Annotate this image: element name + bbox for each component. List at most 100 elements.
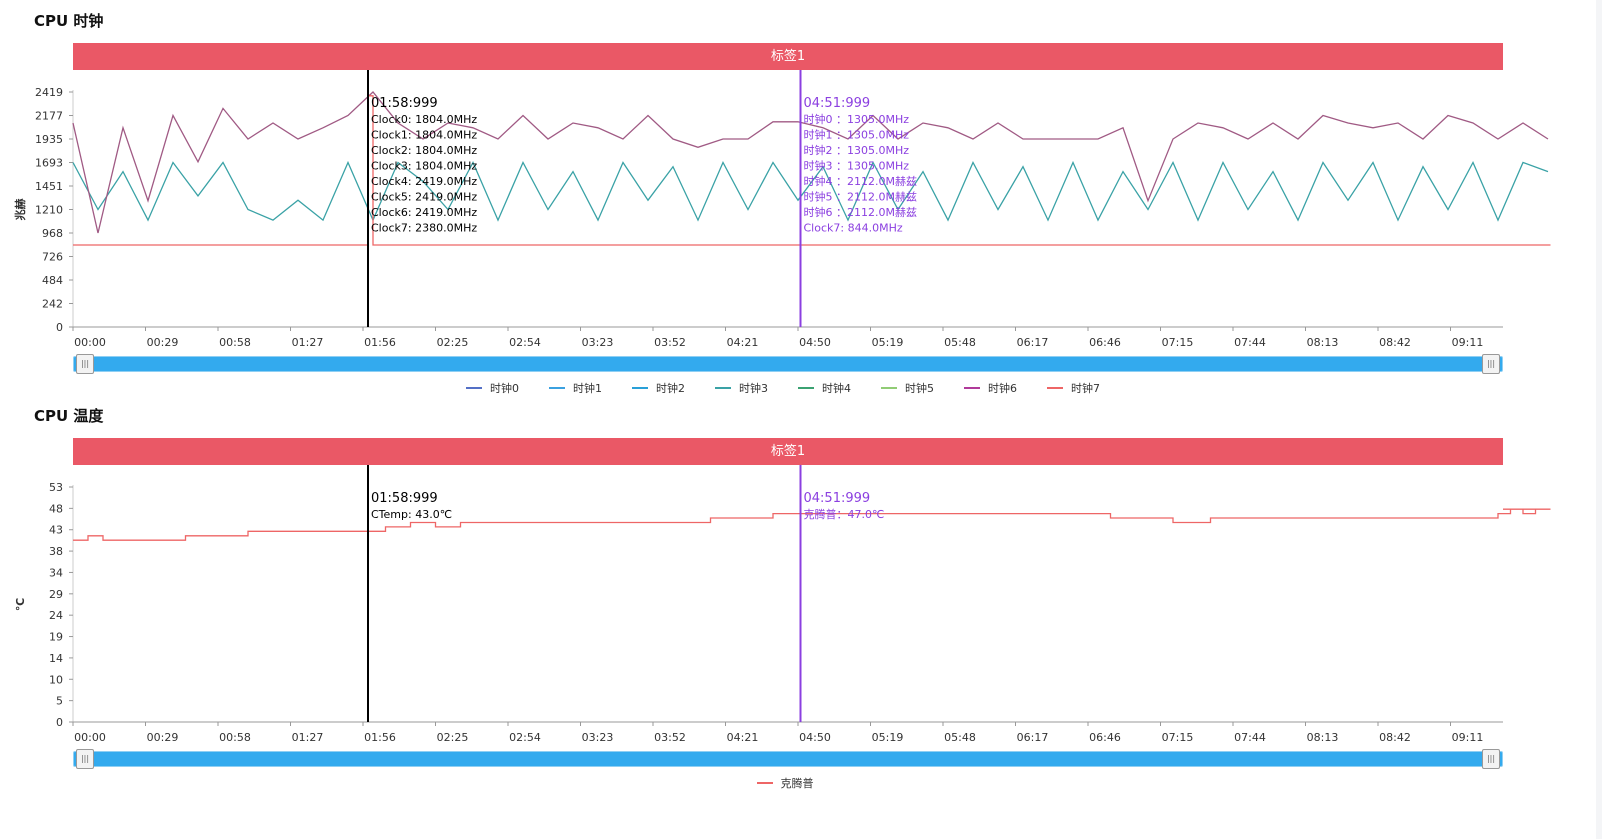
marker-purple-value: Clock7: 844.0MHz [804, 222, 903, 235]
cpu-temp-zoom-slider[interactable]: ||| ||| [73, 749, 1503, 769]
x-tick-label: 04:21 [727, 336, 759, 349]
y-tick-label: 1935 [35, 133, 63, 146]
legend-label: 时钟3 [739, 382, 768, 395]
legend-item[interactable]: 时钟1 [549, 380, 632, 396]
x-tick-label: 09:11 [1452, 336, 1484, 349]
series-line-时钟7 [73, 95, 1551, 246]
slider-right-handle[interactable]: ||| [1482, 749, 1500, 769]
y-tick-label: 14 [49, 652, 63, 665]
y-tick-label: 242 [42, 298, 63, 311]
x-tick-label: 08:42 [1379, 336, 1411, 349]
x-tick-label: 01:56 [364, 731, 396, 744]
y-axis-title: 兆赫 [13, 199, 27, 221]
x-tick-label: 04:50 [799, 336, 831, 349]
x-tick-label: 00:58 [219, 336, 251, 349]
y-tick-label: 726 [42, 251, 63, 264]
marker-purple-time: 04:51:999 [804, 491, 871, 506]
y-tick-label: 53 [49, 481, 63, 494]
y-tick-label: 24 [49, 609, 63, 622]
slider-right-handle[interactable]: ||| [1482, 354, 1500, 374]
x-tick-label: 08:42 [1379, 731, 1411, 744]
legend-label: 时钟4 [822, 382, 851, 395]
cpu-temp-legend: 克腾普 [0, 775, 1596, 791]
cpu-temp-tag-bar[interactable]: 标签1 [73, 438, 1503, 465]
legend-item[interactable]: 时钟5 [881, 380, 964, 396]
legend-item[interactable]: 时钟0 [466, 380, 549, 396]
legend-label: 时钟2 [656, 382, 685, 395]
marker-black-value: CTemp: 43.0℃ [371, 508, 452, 521]
y-tick-label: 38 [49, 545, 63, 558]
x-tick-label: 01:56 [364, 336, 396, 349]
legend-item[interactable]: 时钟3 [715, 380, 798, 396]
x-tick-label: 09:11 [1452, 731, 1484, 744]
slider-left-handle[interactable]: ||| [76, 354, 94, 374]
x-tick-label: 00:00 [74, 731, 106, 744]
x-tick-label: 04:21 [727, 731, 759, 744]
marker-purple-value: 克腾普：47.0℃ [804, 507, 885, 521]
cpu-clock-chart[interactable]: 2419 2177 1935 1693 1451 1210 968 726 484 242 0 兆赫 0… [0, 70, 1596, 355]
y-tick-label: 2419 [35, 86, 63, 99]
marker-purple-value: 时钟1 ：1305.0MHz [804, 128, 910, 142]
x-tick-label: 06:17 [1017, 731, 1049, 744]
x-tick-label: 08:13 [1307, 336, 1339, 349]
x-tick-label: 01:27 [292, 336, 324, 349]
y-tick-label: 484 [42, 274, 63, 287]
y-tick-label: 0 [56, 716, 63, 729]
x-tick-label: 03:23 [582, 336, 614, 349]
cpu-temp-title: CPU 温度 [34, 407, 104, 425]
cpu-clock-title: CPU 时钟 [34, 12, 104, 30]
y-tick-label: 10 [49, 673, 63, 686]
x-tick-label: 06:46 [1089, 731, 1121, 744]
legend-item[interactable]: 克腾普 [756, 775, 840, 791]
x-tick-label: 06:17 [1017, 336, 1049, 349]
x-tick-label: 08:13 [1307, 731, 1339, 744]
marker-black-value: Clock2: 1804.0MHz [371, 144, 477, 157]
cpu-clock-tag-bar[interactable]: 标签1 [73, 43, 1503, 70]
legend-swatch [964, 387, 980, 389]
marker-black-value: Clock1: 1804.0MHz [371, 129, 477, 142]
legend-item[interactable]: 时钟7 [1047, 380, 1130, 396]
legend-swatch [549, 387, 565, 389]
y-tick-label: 5 [56, 695, 63, 708]
legend-item[interactable]: 时钟6 [964, 380, 1047, 396]
x-tick-label: 02:25 [437, 731, 469, 744]
y-tick-label: 1693 [35, 157, 63, 170]
x-tick-label: 00:29 [147, 731, 179, 744]
marker-purple-value: 时钟0 ：1305.0MHz [804, 112, 910, 126]
x-tick-label: 03:52 [654, 731, 686, 744]
slider-left-handle[interactable]: ||| [76, 749, 94, 769]
x-tick-label: 05:48 [944, 336, 976, 349]
legend-label: 时钟1 [573, 382, 602, 395]
x-tick-label: 05:48 [944, 731, 976, 744]
cpu-temp-chart[interactable]: 53 48 43 38 34 29 24 19 14 10 5 0 ℃ 00:00 00:29 00:58 01… [0, 465, 1596, 750]
y-tick-label: 34 [49, 566, 63, 579]
marker-black-value: Clock7: 2380.0MHz [371, 222, 477, 235]
legend-item[interactable]: 时钟2 [632, 380, 715, 396]
y-tick-label: 968 [42, 227, 63, 240]
x-tick-label: 07:44 [1234, 336, 1266, 349]
cpu-clock-zoom-slider[interactable]: ||| ||| [73, 354, 1503, 374]
x-tick-label: 07:15 [1162, 336, 1194, 349]
legend-swatch [881, 387, 897, 389]
y-axis-title: ℃ [14, 598, 27, 611]
legend-label: 时钟5 [905, 382, 934, 395]
legend-label: 时钟0 [490, 382, 519, 395]
legend-swatch [798, 387, 814, 389]
series-line-时钟3 [72, 160, 1549, 222]
marker-black-value: Clock0: 1804.0MHz [371, 113, 477, 126]
x-tick-label: 07:15 [1162, 731, 1194, 744]
marker-black-value: Clock3: 1804.0MHz [371, 160, 477, 173]
series-line-克腾普 [73, 508, 1551, 541]
x-tick-label: 05:19 [872, 731, 904, 744]
marker-purple-value: 时钟6 ：2112.0M赫兹 [804, 205, 917, 219]
y-tick-label: 1210 [35, 204, 63, 217]
marker-black-time: 01:58:999 [371, 491, 438, 506]
y-tick-label: 0 [56, 321, 63, 334]
legend-item[interactable]: 时钟4 [798, 380, 881, 396]
y-tick-label: 43 [49, 524, 63, 537]
x-tick-label: 01:27 [292, 731, 324, 744]
x-tick-label: 02:25 [437, 336, 469, 349]
legend-swatch [466, 387, 482, 389]
x-tick-label: 05:19 [872, 336, 904, 349]
